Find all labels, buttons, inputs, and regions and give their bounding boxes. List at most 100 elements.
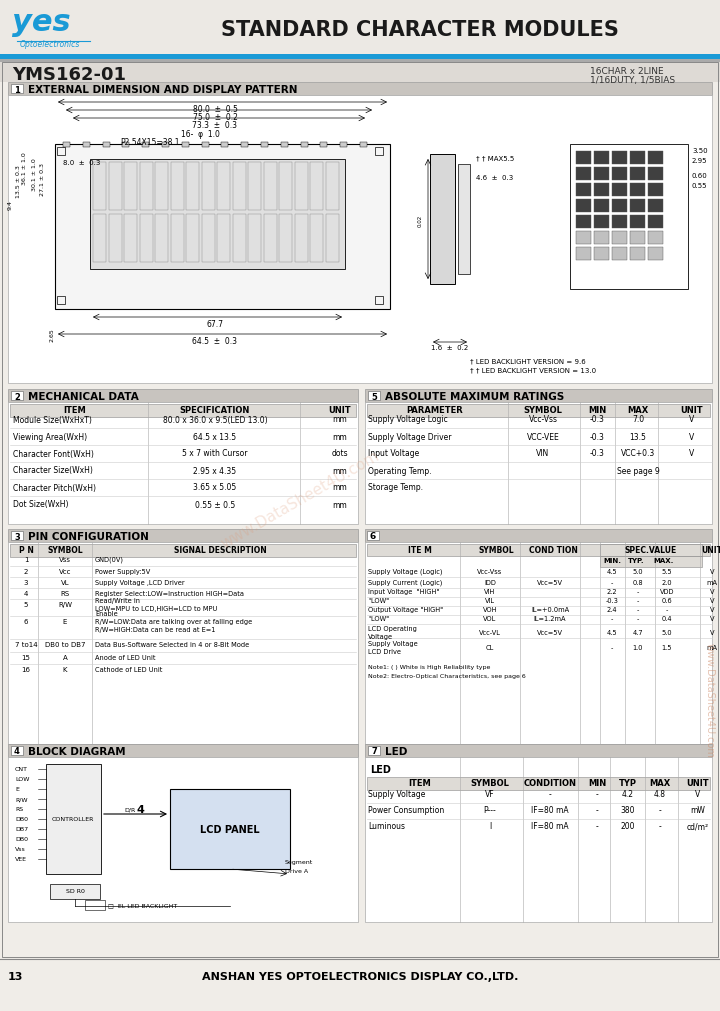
Bar bbox=[365, 757, 712, 922]
Bar bbox=[155, 214, 168, 263]
Text: Character Size(WxH): Character Size(WxH) bbox=[13, 466, 93, 475]
Bar bbox=[11, 85, 23, 94]
Text: Supply Voltage ,LCD Driver: Supply Voltage ,LCD Driver bbox=[95, 579, 184, 585]
Bar bbox=[248, 163, 261, 210]
Bar bbox=[241, 143, 248, 148]
Bar bbox=[630, 215, 645, 228]
Bar bbox=[0, 63, 720, 83]
Text: 5: 5 bbox=[24, 602, 28, 608]
Text: 2: 2 bbox=[24, 568, 28, 574]
Text: LCD Operating: LCD Operating bbox=[368, 626, 417, 632]
Bar bbox=[648, 184, 663, 197]
Bar bbox=[612, 168, 627, 181]
Text: UNIT: UNIT bbox=[701, 546, 720, 554]
Text: Note2: Electro-Optical Characteristics, see page 6: Note2: Electro-Optical Characteristics, … bbox=[368, 673, 526, 678]
Bar bbox=[8, 96, 712, 383]
Text: 0.8: 0.8 bbox=[633, 579, 643, 585]
Text: IL=1.2mA: IL=1.2mA bbox=[534, 616, 566, 622]
Text: Dot Size(WxH): Dot Size(WxH) bbox=[13, 500, 68, 509]
Text: -: - bbox=[666, 607, 668, 613]
Text: V: V bbox=[710, 568, 714, 574]
Text: 0.4: 0.4 bbox=[662, 616, 672, 622]
Text: yes: yes bbox=[12, 8, 71, 37]
Text: 4: 4 bbox=[24, 590, 28, 596]
Bar bbox=[301, 143, 307, 148]
Text: 1: 1 bbox=[14, 85, 20, 94]
Bar bbox=[365, 402, 712, 525]
Text: VDD: VDD bbox=[660, 588, 674, 594]
Bar bbox=[365, 744, 712, 757]
Bar bbox=[102, 143, 109, 148]
Text: -: - bbox=[595, 822, 598, 831]
Text: 0.55 ± 0.5: 0.55 ± 0.5 bbox=[195, 500, 235, 509]
Text: † LED BACKLIGHT VERSION = 9.6: † LED BACKLIGHT VERSION = 9.6 bbox=[470, 358, 586, 364]
Bar bbox=[576, 152, 591, 165]
Text: 1/16DUTY, 1/5BIAS: 1/16DUTY, 1/5BIAS bbox=[590, 76, 675, 85]
Bar bbox=[612, 184, 627, 197]
Text: COND TION: COND TION bbox=[528, 546, 577, 554]
Bar bbox=[576, 215, 591, 228]
Text: IF=80 mA: IF=80 mA bbox=[531, 806, 569, 815]
Text: -: - bbox=[636, 616, 639, 622]
Text: E: E bbox=[63, 619, 67, 625]
Text: 5: 5 bbox=[371, 392, 377, 401]
Text: K: K bbox=[63, 666, 67, 672]
Text: GND(0V): GND(0V) bbox=[95, 556, 124, 563]
Bar bbox=[594, 248, 609, 261]
Text: STANDARD CHARACTER MODULES: STANDARD CHARACTER MODULES bbox=[221, 20, 619, 40]
Text: Operating Temp.: Operating Temp. bbox=[368, 466, 431, 475]
Text: † † MAX5.5: † † MAX5.5 bbox=[476, 155, 514, 161]
Text: Note1: ( ) White is High Reliability type: Note1: ( ) White is High Reliability typ… bbox=[368, 664, 490, 669]
Bar bbox=[365, 389, 712, 402]
Bar bbox=[8, 543, 358, 744]
Bar bbox=[648, 200, 663, 212]
Text: 3: 3 bbox=[14, 532, 20, 541]
Text: MIN: MIN bbox=[588, 778, 606, 788]
Text: 0.6: 0.6 bbox=[662, 598, 672, 604]
Bar bbox=[83, 143, 90, 148]
Text: VIH: VIH bbox=[485, 588, 495, 594]
Text: Segment: Segment bbox=[285, 859, 313, 864]
Text: "LOW": "LOW" bbox=[368, 598, 389, 604]
Bar bbox=[368, 391, 380, 400]
Text: DB0: DB0 bbox=[15, 817, 28, 822]
Bar bbox=[648, 215, 663, 228]
Text: MIN: MIN bbox=[588, 405, 606, 415]
Text: 1.6  ±  0.2: 1.6 ± 0.2 bbox=[431, 345, 469, 351]
Bar bbox=[281, 143, 288, 148]
Text: -: - bbox=[611, 579, 613, 585]
Text: -: - bbox=[636, 588, 639, 594]
Bar bbox=[367, 404, 710, 418]
Text: 16CHAR x 2LINE: 16CHAR x 2LINE bbox=[590, 67, 664, 76]
Bar bbox=[594, 200, 609, 212]
Text: 73.3  ±  0.3: 73.3 ± 0.3 bbox=[192, 121, 238, 129]
Bar bbox=[320, 143, 328, 148]
Text: 2.95 x 4.35: 2.95 x 4.35 bbox=[194, 466, 237, 475]
Text: 64.5 x 13.5: 64.5 x 13.5 bbox=[194, 432, 237, 441]
Bar bbox=[264, 214, 276, 263]
Text: mA: mA bbox=[706, 644, 718, 650]
Bar bbox=[90, 160, 345, 270]
Bar bbox=[0, 959, 720, 1011]
Text: 2: 2 bbox=[14, 392, 20, 401]
Text: VF: VF bbox=[485, 790, 495, 799]
Text: TYP: TYP bbox=[619, 778, 637, 788]
Text: 13.5: 13.5 bbox=[629, 432, 647, 441]
Text: 5.5: 5.5 bbox=[662, 568, 672, 574]
Bar bbox=[93, 214, 106, 263]
Bar bbox=[325, 163, 338, 210]
Bar bbox=[576, 200, 591, 212]
Bar bbox=[279, 214, 292, 263]
Bar bbox=[109, 163, 122, 210]
Bar bbox=[186, 214, 199, 263]
Bar bbox=[8, 402, 358, 525]
Text: 2.95: 2.95 bbox=[692, 158, 708, 164]
Text: 16-  φ  1.0: 16- φ 1.0 bbox=[181, 129, 220, 139]
Text: V: V bbox=[710, 616, 714, 622]
Text: -: - bbox=[549, 790, 552, 799]
Text: 64.5  ±  0.3: 64.5 ± 0.3 bbox=[192, 337, 238, 346]
Bar bbox=[294, 163, 307, 210]
Text: mm: mm bbox=[333, 416, 347, 424]
Text: 3: 3 bbox=[24, 579, 28, 585]
Text: 4.6  ±  0.3: 4.6 ± 0.3 bbox=[476, 175, 513, 181]
